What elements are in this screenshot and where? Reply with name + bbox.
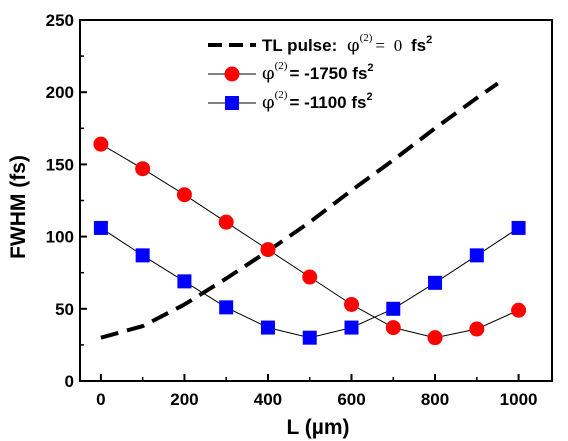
y-tick-label: 250 xyxy=(46,11,74,30)
x-tick-label: 1000 xyxy=(500,390,538,409)
legend-blue-label: φ(2) = -1100 fs2 xyxy=(262,89,373,113)
legend-red-marker xyxy=(224,66,240,82)
data-point-square xyxy=(93,220,108,235)
x-tick-label: 400 xyxy=(254,390,282,409)
x-tick-label: 600 xyxy=(337,390,365,409)
data-point-circle xyxy=(93,136,109,152)
data-point-circle xyxy=(511,302,527,318)
y-tick-label: 0 xyxy=(65,372,74,391)
y-axis-label: FWHM (fs) xyxy=(7,155,30,259)
data-point-square xyxy=(219,300,234,315)
series-line-dashed xyxy=(100,81,499,340)
data-point-circle xyxy=(385,320,401,336)
plot-frame xyxy=(79,19,553,382)
data-point-square xyxy=(177,274,192,289)
data-point-circle xyxy=(176,187,192,203)
y-tick-label: 200 xyxy=(46,83,74,102)
legend-blue-marker xyxy=(225,96,239,110)
x-tick-label: 200 xyxy=(170,390,198,409)
data-point-square xyxy=(386,301,401,316)
data-point-circle xyxy=(218,214,234,230)
data-point-square xyxy=(260,320,275,335)
y-tick-label: 100 xyxy=(46,228,74,247)
series-layer xyxy=(93,81,527,346)
series-2 xyxy=(93,220,526,345)
data-point-square xyxy=(469,248,484,263)
x-tick-label: 800 xyxy=(421,390,449,409)
data-point-square xyxy=(428,275,443,290)
y-tick-label: 150 xyxy=(46,155,74,174)
legend-tl-label: TL pulse: φ(2) = 0 fs2 xyxy=(262,32,432,56)
series-0 xyxy=(100,81,499,340)
series-1 xyxy=(93,136,527,346)
data-point-square xyxy=(302,330,317,345)
data-point-circle xyxy=(427,330,443,346)
data-point-circle xyxy=(469,321,485,337)
data-point-circle xyxy=(302,269,318,285)
ticks-layer: 0 200 400 600 800 1000 0 50 100 150 200 250 xyxy=(46,11,538,409)
legend: TL pulse: φ(2) = 0 fs2 φ(2) = -1750 fs2 φ(… xyxy=(208,32,432,113)
data-point-circle xyxy=(135,161,151,177)
data-point-square xyxy=(344,320,359,335)
data-point-circle xyxy=(260,242,276,258)
data-point-square xyxy=(135,248,150,263)
x-tick-label: 0 xyxy=(96,390,105,409)
y-tick-label: 50 xyxy=(55,300,74,319)
data-point-square xyxy=(511,220,526,235)
series-line xyxy=(100,143,519,339)
x-axis-label: L (µm) xyxy=(286,416,349,439)
data-point-circle xyxy=(344,296,360,312)
legend-red-label: φ(2) = -1750 fs2 xyxy=(262,60,374,84)
